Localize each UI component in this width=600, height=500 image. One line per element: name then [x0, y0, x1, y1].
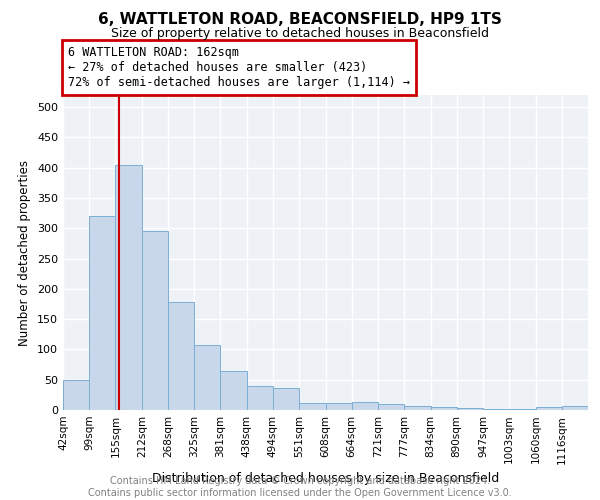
- Bar: [536, 407, 562, 410]
- Text: Size of property relative to detached houses in Beaconsfield: Size of property relative to detached ho…: [111, 28, 489, 40]
- Bar: [63, 380, 89, 410]
- Bar: [352, 402, 378, 410]
- Bar: [562, 406, 588, 410]
- Bar: [194, 344, 220, 410]
- Bar: [483, 409, 509, 410]
- Bar: [378, 404, 404, 410]
- X-axis label: Distribution of detached houses by size in Beaconsfield: Distribution of detached houses by size …: [152, 472, 499, 485]
- Bar: [431, 407, 457, 410]
- Text: 6 WATTLETON ROAD: 162sqm
← 27% of detached houses are smaller (423)
72% of semi-: 6 WATTLETON ROAD: 162sqm ← 27% of detach…: [68, 46, 410, 88]
- Bar: [273, 388, 299, 410]
- Bar: [115, 164, 142, 410]
- Bar: [457, 408, 483, 410]
- Bar: [326, 404, 352, 410]
- Bar: [404, 406, 431, 410]
- Bar: [168, 302, 194, 410]
- Bar: [220, 370, 247, 410]
- Bar: [247, 386, 273, 410]
- Y-axis label: Number of detached properties: Number of detached properties: [19, 160, 31, 346]
- Bar: [299, 402, 326, 410]
- Text: Contains HM Land Registry data © Crown copyright and database right 2024.
Contai: Contains HM Land Registry data © Crown c…: [88, 476, 512, 498]
- Bar: [89, 216, 115, 410]
- Text: 6, WATTLETON ROAD, BEACONSFIELD, HP9 1TS: 6, WATTLETON ROAD, BEACONSFIELD, HP9 1TS: [98, 12, 502, 28]
- Bar: [142, 232, 168, 410]
